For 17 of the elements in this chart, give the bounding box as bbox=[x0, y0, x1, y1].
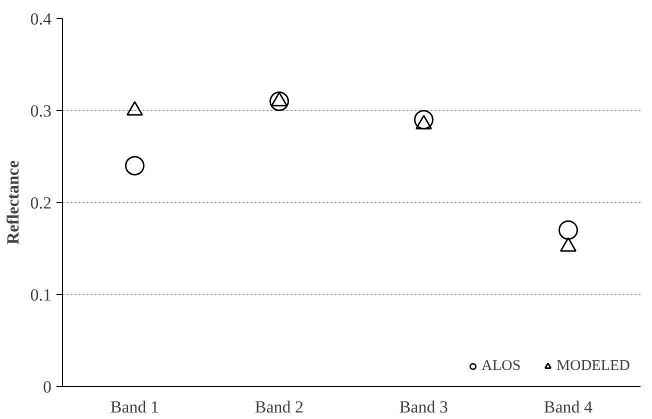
point bbox=[125, 156, 144, 176]
y-tick-label: 0.3 bbox=[30, 102, 52, 120]
x-tick-label: Band 2 bbox=[254, 398, 304, 416]
x-tick-label: Band 1 bbox=[110, 398, 160, 416]
y-axis-title: Reflectance bbox=[3, 160, 22, 244]
y-tick-label: 0 bbox=[43, 378, 52, 396]
point bbox=[416, 114, 432, 130]
x-tick-label: Band 4 bbox=[544, 398, 594, 416]
y-tick-label: 0.4 bbox=[30, 10, 52, 28]
point bbox=[271, 92, 288, 106]
legend-label: ALOS bbox=[482, 358, 521, 374]
legend-label: MODELED bbox=[556, 358, 630, 374]
point bbox=[558, 220, 578, 240]
point bbox=[126, 101, 143, 116]
y-tick-label: 0.1 bbox=[30, 286, 52, 304]
x-tick-label: Band 3 bbox=[399, 398, 448, 416]
y-tick-label: 0.2 bbox=[30, 194, 52, 212]
